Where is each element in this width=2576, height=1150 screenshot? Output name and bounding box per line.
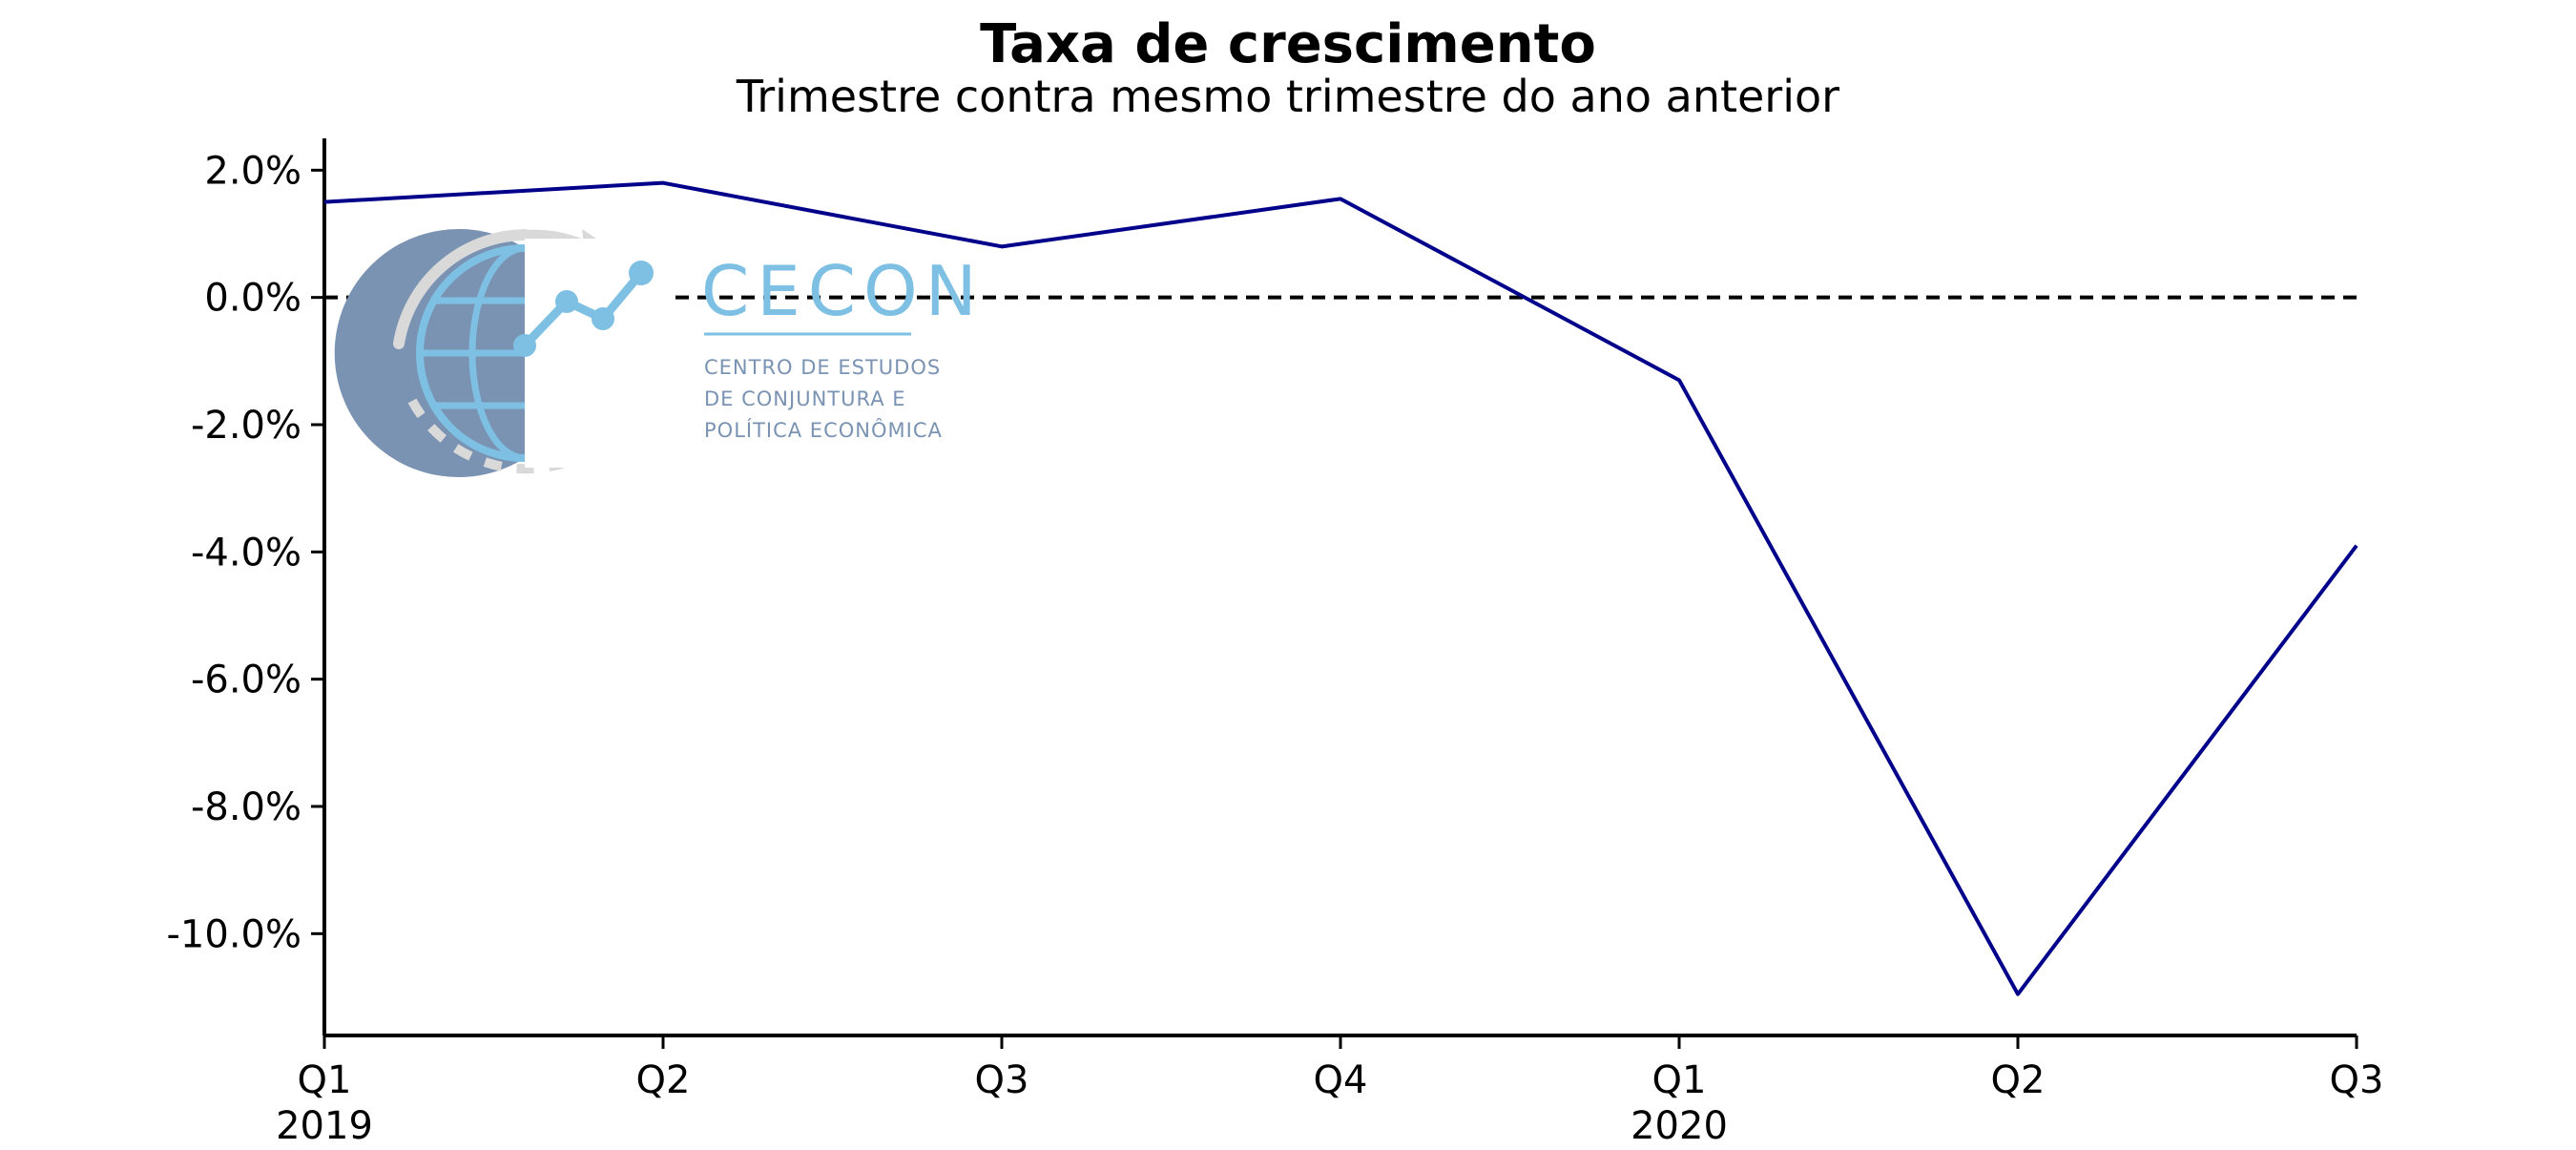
x-tick-label: Q3 [975,1058,1029,1102]
x-tick-year-label: 2019 [276,1104,373,1145]
x-tick-label: Q3 [2330,1058,2384,1102]
series-layer [323,180,2358,996]
y-axis-ticks: 2.0% 0.0% -2.0% -4.0% -6.0% -8.0% -10.0% [166,149,324,956]
y-tick-label: -6.0% [191,659,301,702]
chart-subtitle: Trimestre contra mesmo trimestre do ano … [736,71,1840,122]
series-line [323,180,2358,996]
x-tick-label: Q2 [1991,1058,2046,1102]
x-tick-label: Q4 [1314,1058,1368,1102]
logo-wordmark: CECON [701,251,985,331]
y-tick-label: -8.0% [191,785,301,829]
y-tick-label: 2.0% [204,149,301,193]
x-tick-label: Q2 [636,1058,691,1102]
x-tick-label: Q1 [298,1058,352,1102]
logo-line-1: CENTRO DE ESTUDOS [704,356,941,379]
x-tick-year-label: 2020 [1631,1104,1728,1145]
y-tick-label: -2.0% [191,404,301,448]
logo-line-2: DE CONJUNTURA E [704,387,906,410]
chart-title: Taxa de crescimento [980,13,1596,75]
logo-line-3: POLÍTICA ECONÔMICA [704,418,943,442]
x-tick-label: Q1 [1652,1058,1707,1102]
y-tick-label: -10.0% [166,912,301,956]
y-tick-label: -4.0% [191,531,301,575]
cecon-logo: CECON CENTRO DE ESTUDOS DE CONJUNTURA E … [334,229,985,478]
y-tick-label: 0.0% [204,277,301,321]
globe-chart-icon [334,229,668,478]
